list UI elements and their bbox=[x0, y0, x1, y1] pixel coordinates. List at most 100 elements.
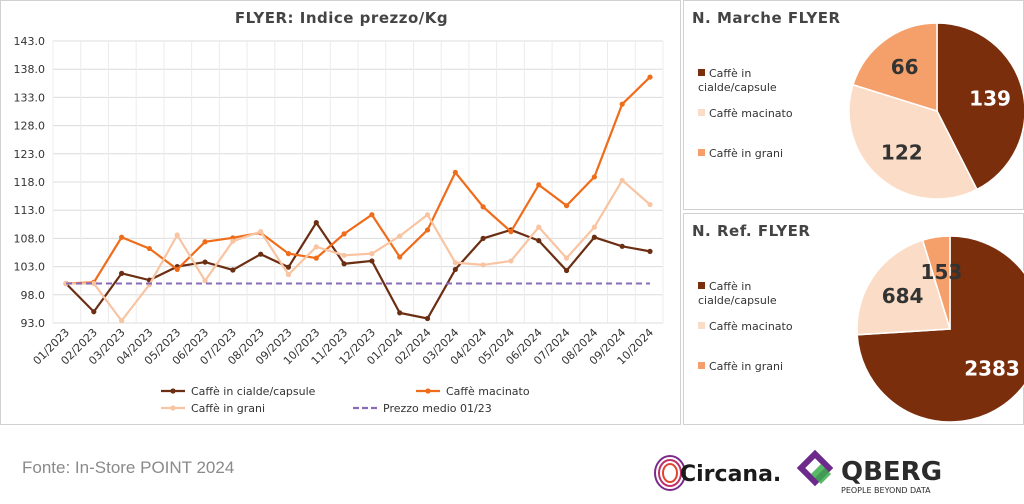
pie-refs-panel: N. Ref. FLYER Caffè in cialde/capsule Caf… bbox=[683, 213, 1024, 425]
legend-label: Caffè macinato bbox=[709, 107, 793, 120]
data-point-caffe-in-grani bbox=[119, 318, 125, 324]
data-point-caffe-macinato bbox=[480, 204, 486, 210]
pie-refs-title: N. Ref. FLYER bbox=[692, 222, 811, 240]
data-point-caffe-in-cialde-capsule bbox=[230, 267, 236, 273]
y-tick-label: 138.0 bbox=[14, 63, 46, 76]
series-line-caffe-in-cialde-capsule bbox=[65, 220, 651, 320]
data-point-caffe-in-cialde-capsule bbox=[424, 315, 431, 322]
legend-swatch bbox=[698, 149, 705, 156]
legend-label: Prezzo medio 01/23 bbox=[383, 402, 492, 415]
data-point-caffe-macinato bbox=[508, 229, 514, 235]
data-point-caffe-in-cialde-capsule bbox=[313, 220, 319, 226]
data-point-caffe-in-grani bbox=[202, 278, 208, 284]
legend-label: Caffè in grani bbox=[709, 360, 784, 373]
data-point-caffe-in-cialde-capsule bbox=[285, 264, 292, 270]
pie-value-label: 684 bbox=[882, 284, 924, 308]
data-point-caffe-in-grani bbox=[619, 177, 625, 183]
qberg-logo: QBERG PEOPLE BEYOND DATA bbox=[796, 449, 942, 495]
circana-wordmark: Circana. bbox=[680, 462, 780, 487]
data-point-caffe-macinato bbox=[119, 234, 125, 240]
data-point-caffe-in-grani bbox=[480, 262, 486, 268]
data-point-caffe-macinato bbox=[647, 74, 653, 80]
pie-legend-item: Caffè in grani bbox=[698, 360, 808, 374]
pie-slice-caffe-macinato bbox=[848, 83, 978, 200]
data-point-caffe-macinato bbox=[146, 245, 153, 252]
data-point-caffe-in-cialde-capsule bbox=[619, 243, 625, 249]
pie-slice-caffe-in-cialde-capsule bbox=[936, 22, 1024, 191]
data-point-caffe-macinato bbox=[424, 227, 431, 233]
y-tick-label: 108.0 bbox=[14, 232, 46, 245]
data-point-caffe-in-grani bbox=[508, 258, 514, 264]
pie-brands-chart: 139 122 66 bbox=[848, 22, 1024, 200]
source-note: Fonte: In-Store POINT 2024 bbox=[22, 458, 235, 477]
pie-slice-caffe-macinato bbox=[856, 239, 951, 336]
data-point-caffe-macinato bbox=[174, 266, 180, 273]
data-point-caffe-in-cialde-capsule bbox=[202, 259, 208, 265]
data-point-caffe-in-grani bbox=[369, 251, 375, 257]
data-point-caffe-in-grani bbox=[647, 201, 653, 208]
data-point-caffe-macinato bbox=[397, 254, 403, 260]
legend-label: Caffè in grani bbox=[191, 402, 265, 415]
data-point-caffe-in-cialde-capsule bbox=[536, 238, 542, 244]
line-chart-panel: FLYER: Indice prezzo/Kg 93.0 98.0 103.0 108… bbox=[0, 0, 681, 425]
y-tick-label: 143.0 bbox=[14, 35, 46, 48]
legend-label: Caffè in grani bbox=[709, 147, 784, 160]
pie-slice-caffe-in-grani bbox=[852, 22, 938, 113]
qberg-tagline: PEOPLE BEYOND DATA bbox=[841, 486, 931, 495]
data-point-caffe-macinato bbox=[369, 212, 375, 218]
data-point-caffe-macinato bbox=[313, 255, 319, 261]
pie-legend-item: Caffè in cialde/capsule bbox=[698, 67, 808, 95]
pie-legend-item: Caffè macinato bbox=[698, 320, 808, 334]
data-point-caffe-macinato bbox=[285, 251, 292, 257]
data-point-caffe-in-cialde-capsule bbox=[258, 251, 264, 257]
legend-swatch bbox=[698, 69, 705, 76]
data-point-caffe-in-grani bbox=[563, 255, 570, 261]
pie-brands-title: N. Marche FLYER bbox=[692, 9, 841, 27]
data-point-caffe-macinato bbox=[591, 174, 597, 180]
data-point-caffe-macinato bbox=[563, 203, 570, 209]
circana-mark-icon bbox=[654, 455, 686, 491]
legend-swatch bbox=[698, 362, 705, 369]
legend-swatch bbox=[698, 109, 705, 116]
data-point-caffe-in-grani bbox=[91, 280, 97, 287]
y-tick-label: 113.0 bbox=[14, 204, 46, 217]
legend-label: Caffè macinato bbox=[709, 320, 793, 333]
line-chart: 93.0 98.0 103.0 108.0 113.0 118.0 123.0 128.0 13… bbox=[14, 35, 664, 415]
data-point-caffe-macinato bbox=[202, 239, 208, 245]
legend-marker bbox=[425, 388, 431, 394]
y-tick-label: 123.0 bbox=[14, 148, 46, 161]
pie-legend-item: Caffè in cialde/capsule bbox=[698, 280, 808, 308]
pie-legend-item: Caffè in grani bbox=[698, 147, 808, 161]
data-point-caffe-in-grani bbox=[258, 229, 264, 235]
data-point-caffe-in-grani bbox=[341, 252, 347, 258]
data-point-caffe-in-cialde-capsule bbox=[397, 310, 403, 316]
data-point-caffe-in-cialde-capsule bbox=[91, 309, 97, 315]
pie-slice-caffe-in-cialde-capsule bbox=[856, 235, 1024, 423]
y-tick-label: 128.0 bbox=[14, 120, 46, 133]
pie-value-label: 66 bbox=[891, 55, 919, 79]
y-tick-label: 133.0 bbox=[14, 91, 46, 104]
data-point-caffe-in-cialde-capsule bbox=[591, 234, 597, 240]
pie-legend-item: Caffè macinato bbox=[698, 107, 808, 121]
pie-value-label: 2383 bbox=[964, 356, 1020, 380]
data-point-caffe-in-grani bbox=[397, 233, 403, 239]
data-point-caffe-in-grani bbox=[591, 224, 597, 230]
pie-value-label: 153 bbox=[921, 260, 963, 284]
data-point-caffe-in-grani bbox=[174, 232, 180, 238]
data-point-caffe-in-grani bbox=[424, 212, 431, 218]
line-chart-title: FLYER: Indice prezzo/Kg bbox=[234, 9, 449, 27]
data-point-caffe-macinato bbox=[536, 182, 542, 188]
data-point-caffe-in-cialde-capsule bbox=[647, 248, 653, 254]
qberg-wordmark: QBERG bbox=[841, 457, 942, 487]
data-point-caffe-macinato bbox=[619, 101, 625, 107]
data-point-caffe-in-grani bbox=[536, 224, 542, 230]
data-point-caffe-in-grani bbox=[452, 260, 458, 266]
legend-label: Caffè in cialde/capsule bbox=[698, 67, 777, 94]
legend-label: Caffè macinato bbox=[446, 385, 530, 398]
data-point-caffe-in-grani bbox=[285, 271, 292, 278]
y-tick-label: 93.0 bbox=[21, 317, 46, 330]
data-point-caffe-in-cialde-capsule bbox=[369, 258, 375, 264]
series-line-caffe-in-grani bbox=[66, 178, 651, 323]
data-point-caffe-in-cialde-capsule bbox=[119, 270, 125, 276]
